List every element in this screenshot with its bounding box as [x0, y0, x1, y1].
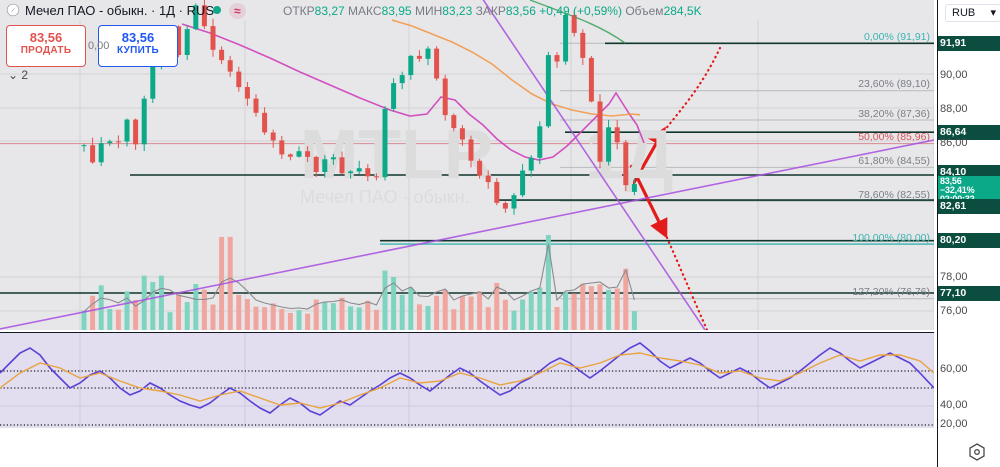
svg-text:23,60% (89,10): 23,60% (89,10)	[858, 78, 930, 90]
svg-text:100,00% (80,00): 100,00% (80,00)	[852, 232, 930, 244]
svg-text:MTLR: MTLR	[300, 115, 494, 193]
svg-text:0,00% (91,91): 0,00% (91,91)	[864, 31, 930, 43]
svg-text:50,00% (85,96): 50,00% (85,96)	[858, 131, 930, 143]
svg-text:38,20% (87,36): 38,20% (87,36)	[858, 108, 930, 120]
svg-text:127,20% (76,76): 127,20% (76,76)	[852, 286, 930, 298]
svg-text:61,80% (84,55): 61,80% (84,55)	[858, 155, 930, 167]
svg-text:Мечел ПАО · обыкн.: Мечел ПАО · обыкн.	[300, 187, 470, 207]
svg-text:78,60% (82,55): 78,60% (82,55)	[858, 189, 930, 201]
